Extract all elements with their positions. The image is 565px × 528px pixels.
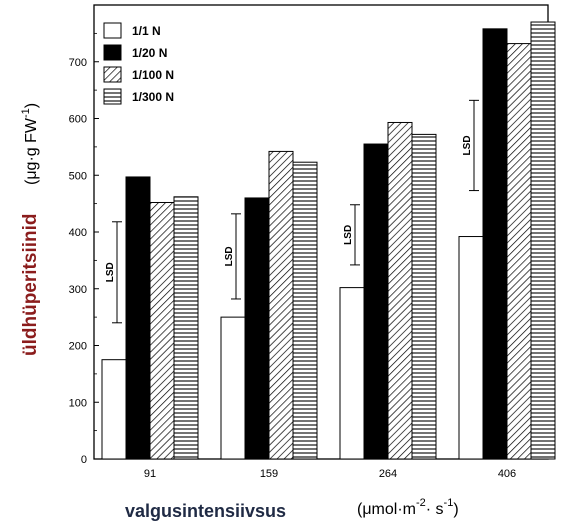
y-tick-label: 600 xyxy=(69,114,87,126)
legend: 1/1 N 1/20 N 1/100 N 1/300 N xyxy=(103,22,174,105)
bars xyxy=(101,21,556,460)
y-tick-label: 300 xyxy=(69,284,87,296)
bar xyxy=(482,28,508,460)
y-axis-label: üldhüperitsiinid xyxy=(20,214,41,357)
lsd-markers: LSD LSD LSD LSD xyxy=(105,99,479,324)
y-axis-unit: (μg·g FW-1) xyxy=(20,103,40,185)
x-tick-label: 159 xyxy=(260,468,278,480)
x-tick-label: 406 xyxy=(498,468,516,480)
bar xyxy=(173,196,199,460)
y-axis-unit-close: ) xyxy=(23,103,40,108)
legend-label: 1/20 N xyxy=(132,46,167,60)
y-tick-label: 700 xyxy=(69,57,87,69)
bar xyxy=(530,21,556,460)
y-axis-unit-sup: -1 xyxy=(20,108,32,118)
y-tick-label: 0 xyxy=(81,454,87,466)
legend-swatch xyxy=(103,88,122,105)
x-axis-unit-close: ) xyxy=(453,501,458,518)
lsd-label: LSD xyxy=(343,225,354,245)
bar xyxy=(292,161,318,460)
x-axis-unit-text: (μmol·m xyxy=(357,501,416,518)
legend-label: 1/300 N xyxy=(132,90,174,104)
bar xyxy=(387,121,413,460)
bar xyxy=(268,150,294,460)
legend-swatch xyxy=(103,44,122,61)
x-tick-label: 91 xyxy=(144,468,156,480)
y-tick-label: 200 xyxy=(69,341,87,353)
x-axis-unit-mid: · s xyxy=(426,501,444,518)
lsd-label: LSD xyxy=(105,262,116,282)
legend-label: 1/100 N xyxy=(132,68,174,82)
bar xyxy=(101,359,127,460)
x-axis-unit: (μmol·m-2· s-1) xyxy=(357,497,459,518)
y-tick-label: 400 xyxy=(69,227,87,239)
bar xyxy=(244,197,270,460)
x-axis-unit-sup2: -1 xyxy=(444,497,454,509)
bar xyxy=(458,236,484,460)
bar xyxy=(411,133,437,460)
x-axis-unit-sup1: -2 xyxy=(416,497,426,509)
bar xyxy=(125,176,151,460)
y-tick-label: 500 xyxy=(69,170,87,182)
y-axis-unit-text: (μg·g FW xyxy=(23,117,40,185)
y-tick-label: 100 xyxy=(69,397,87,409)
legend-swatch xyxy=(103,22,122,39)
lsd-label: LSD xyxy=(224,246,235,266)
x-axis-label: valgusintensiivsus xyxy=(125,501,286,521)
legend-label: 1/1 N xyxy=(132,24,161,38)
bar xyxy=(363,143,389,460)
lsd-label: LSD xyxy=(462,135,473,155)
bar xyxy=(220,316,246,460)
legend-swatch xyxy=(103,66,122,83)
x-axis: 91 159 264 406 xyxy=(144,454,516,480)
bar xyxy=(339,287,365,460)
bar xyxy=(506,43,532,460)
x-tick-label: 264 xyxy=(379,468,397,480)
bar xyxy=(149,201,175,460)
